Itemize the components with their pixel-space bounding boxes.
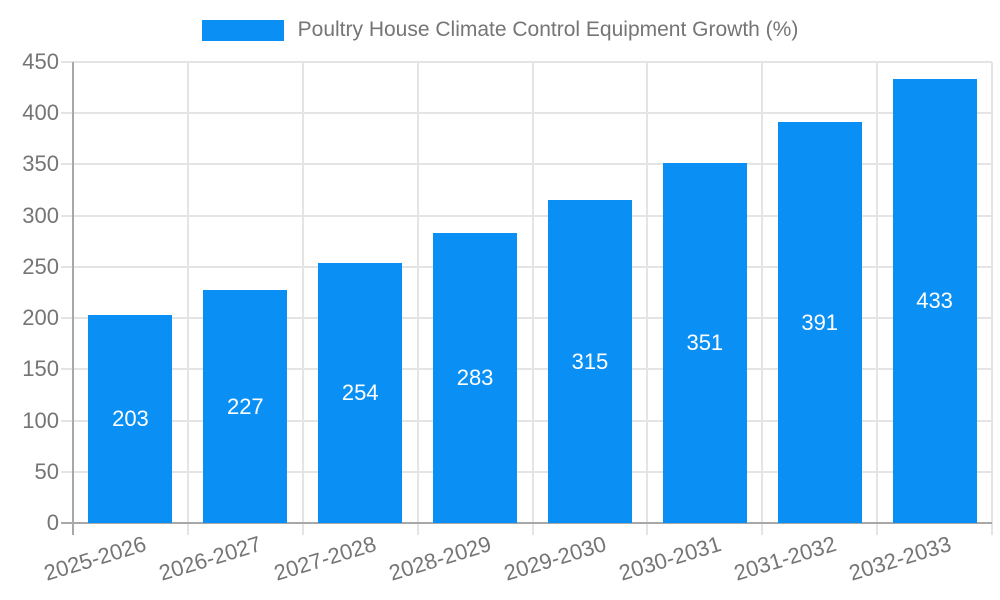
gridline-horizontal [61,214,992,217]
gridline-horizontal [61,112,992,115]
bar-2025-2026 [88,315,173,523]
x-axis-tick-label: 2030-2031 [615,531,724,586]
bar-value-label: 254 [341,379,379,405]
gridline-horizontal [61,368,992,371]
gridline-vertical [416,62,419,535]
bar-2026-2027 [203,290,288,523]
gridline-vertical [646,62,649,535]
bar-2029-2030 [547,200,632,523]
gridline-horizontal [61,265,992,268]
bar-value-label: 227 [226,393,264,419]
gridline-vertical [301,62,304,535]
bar-2030-2031 [662,163,747,523]
x-axis-line [61,522,992,524]
y-axis-tick-label: 150 [22,356,59,382]
y-axis-tick-label: 250 [22,253,59,279]
gridline-vertical [876,62,879,535]
y-axis-line [72,62,74,535]
y-axis-tick-label: 50 [34,458,59,484]
x-axis-tick-label: 2032-2033 [845,531,954,586]
x-axis-tick-label: 2028-2029 [386,531,495,586]
gridline-horizontal [61,61,992,63]
bar-2028-2029 [433,233,518,523]
y-axis-tick-label: 300 [22,202,59,228]
bar-value-label: 391 [801,309,839,335]
bar-2027-2028 [318,262,403,523]
x-axis-tick-label: 2027-2028 [271,531,380,586]
gridline-vertical [991,62,993,535]
y-axis-tick-label: 0 [46,510,59,535]
bar-2031-2032 [777,122,862,523]
y-axis-tick-label: 200 [22,305,59,331]
y-axis-tick-label: 100 [22,407,59,433]
gridline-vertical [761,62,764,535]
y-axis-tick-label: 350 [22,151,59,177]
gridline-horizontal [61,419,992,422]
gridline-vertical [531,62,534,535]
x-axis-tick-label: 2025-2026 [41,531,150,586]
legend-label: Poultry House Climate Control Equipment … [297,18,799,41]
bar-2032-2033 [892,79,977,523]
y-axis-tick-label: 450 [22,49,59,74]
x-axis-tick-label: 2026-2027 [156,531,265,586]
chart-legend[interactable]: Poultry House Climate Control Equipment … [0,18,1000,42]
gridline-vertical [186,62,189,535]
y-axis-tick-label: 400 [22,100,59,126]
bar-value-label: 203 [112,406,149,432]
x-axis-tick-label: 2029-2030 [501,531,609,586]
bar-value-label: 351 [686,330,724,356]
x-axis-tick-label: 2031-2032 [730,531,839,586]
legend-swatch-icon [201,19,284,41]
gridline-horizontal [61,317,992,320]
bar-value-label: 283 [456,365,494,391]
gridline-horizontal [61,470,992,473]
bar-value-label: 433 [916,288,953,314]
bar-value-label: 315 [571,348,609,374]
gridline-horizontal [61,163,992,166]
